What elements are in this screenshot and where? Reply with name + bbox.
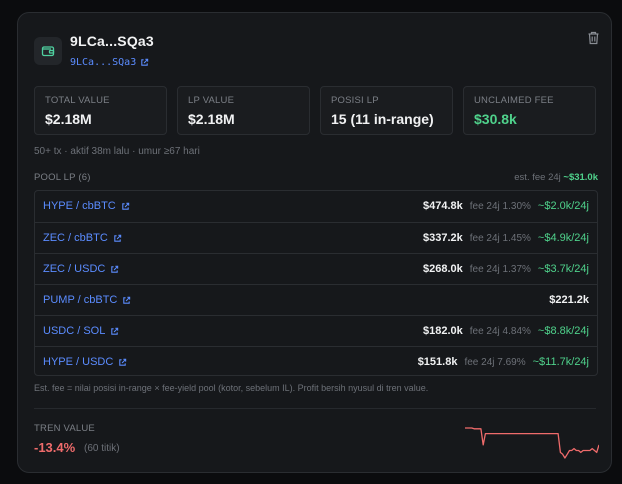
- pool-est: ~$4.9k/24j: [537, 232, 589, 244]
- pool-amount: $474.8k: [422, 200, 463, 212]
- pool-pair-label: ZEC / cbBTC: [43, 232, 108, 244]
- pool-amount: $182.0k: [422, 325, 463, 337]
- trend-value: -13.4%: [34, 440, 76, 455]
- pool-fee: fee 24j 4.84%: [469, 326, 531, 337]
- pool-list: HYPE / cbBTC $474.8k fee 24j 1.30% ~$2.0…: [34, 190, 598, 376]
- wallet-card: 9LCa...SQa3 9LCa...SQa3 TOTAL VALUE $2.1…: [17, 12, 612, 473]
- wallet-icon: [34, 37, 62, 65]
- pool-fee: fee 24j 7.69%: [464, 357, 526, 368]
- pool-row: HYPE / USDC $151.8k fee 24j 7.69% ~$11.7…: [35, 346, 597, 377]
- pool-row: USDC / SOL $182.0k fee 24j 4.84% ~$8.8k/…: [35, 315, 597, 346]
- pool-amount: $337.2k: [422, 232, 463, 244]
- pool-amount: $268.0k: [422, 263, 463, 275]
- external-link-icon: [114, 234, 121, 242]
- external-link-icon: [119, 358, 127, 366]
- pool-est: ~$3.7k/24j: [537, 263, 589, 275]
- external-link-icon: [141, 58, 149, 66]
- trend-label: TREN VALUE: [34, 423, 95, 434]
- stat-label: UNCLAIMED FEE: [474, 95, 554, 106]
- pool-est: ~$2.0k/24j: [537, 200, 589, 212]
- pool-pair-link[interactable]: USDC / SOL: [43, 325, 119, 337]
- stat-posisi-lp: POSISI LP 15 (11 in-range): [320, 86, 453, 135]
- stat-value: $30.8k: [474, 111, 517, 127]
- pool-pair-link[interactable]: ZEC / USDC: [43, 263, 119, 275]
- pool-fee: fee 24j 1.30%: [469, 201, 531, 212]
- stat-label: LP VALUE: [188, 95, 235, 106]
- stat-label: TOTAL VALUE: [45, 95, 110, 106]
- stat-value: $2.18M: [45, 111, 92, 127]
- pool-row-values: $268.0k fee 24j 1.37% ~$3.7k/24j: [423, 263, 589, 275]
- pool-est-label: est. fee 24j: [514, 172, 561, 183]
- pool-est: ~$8.8k/24j: [537, 325, 589, 337]
- pool-fee: fee 24j 1.37%: [469, 264, 531, 275]
- pool-pair-label: PUMP / cbBTC: [43, 294, 118, 306]
- pool-row-values: $182.0k fee 24j 4.84% ~$8.8k/24j: [423, 325, 589, 337]
- stats-row: TOTAL VALUE $2.18M LP VALUE $2.18M POSIS…: [34, 86, 598, 136]
- stat-label: POSISI LP: [331, 95, 379, 106]
- pool-pair-link[interactable]: PUMP / cbBTC: [43, 294, 131, 306]
- stat-lp-value: LP VALUE $2.18M: [177, 86, 310, 135]
- pool-est-fee: est. fee 24j ~$31.0k: [514, 172, 598, 183]
- trash-icon[interactable]: [587, 31, 600, 50]
- pool-pair-link[interactable]: HYPE / cbBTC: [43, 200, 130, 212]
- pool-row: ZEC / cbBTC $337.2k fee 24j 1.45% ~$4.9k…: [35, 222, 597, 253]
- pool-fee: fee 24j 1.45%: [469, 233, 531, 244]
- stat-total-value: TOTAL VALUE $2.18M: [34, 86, 167, 135]
- pool-row-values: $221.2k: [549, 294, 589, 306]
- trend-points: (60 titik): [84, 443, 120, 454]
- pool-pair-label: HYPE / cbBTC: [43, 200, 116, 212]
- pool-amount: $151.8k: [417, 356, 458, 368]
- stat-unclaimed-fee: UNCLAIMED FEE $30.8k: [463, 86, 596, 135]
- stat-value: 15 (11 in-range): [331, 111, 434, 127]
- divider: [34, 408, 596, 409]
- pool-row-values: $337.2k fee 24j 1.45% ~$4.9k/24j: [423, 232, 589, 244]
- wallet-header: 9LCa...SQa3 9LCa...SQa3: [34, 31, 599, 73]
- pool-pair-label: USDC / SOL: [43, 325, 106, 337]
- stat-value: $2.18M: [188, 111, 235, 127]
- pool-header: POOL LP (6) est. fee 24j ~$31.0k: [34, 172, 598, 186]
- pool-pair-link[interactable]: HYPE / USDC: [43, 356, 127, 368]
- pool-pair-link[interactable]: ZEC / cbBTC: [43, 232, 122, 244]
- pool-amount: $221.2k: [549, 294, 589, 306]
- pool-pair-label: ZEC / USDC: [43, 263, 106, 275]
- external-link-icon: [111, 327, 119, 335]
- external-link-icon: [122, 202, 129, 210]
- pool-pair-label: HYPE / USDC: [43, 356, 114, 368]
- external-link-icon: [111, 265, 119, 273]
- pool-row-values: $474.8k fee 24j 1.30% ~$2.0k/24j: [423, 200, 589, 212]
- wallet-address-link[interactable]: 9LCa...SQa3: [70, 57, 149, 68]
- pool-row: HYPE / cbBTC $474.8k fee 24j 1.30% ~$2.0…: [35, 191, 597, 222]
- external-link-icon: [123, 296, 131, 304]
- pool-row: ZEC / USDC $268.0k fee 24j 1.37% ~$3.7k/…: [35, 253, 597, 284]
- pool-title: POOL LP (6): [34, 172, 91, 183]
- pool-row: PUMP / cbBTC $221.2k: [35, 284, 597, 315]
- trend-sparkline: [465, 427, 599, 459]
- pool-est: ~$11.7k/24j: [532, 356, 589, 368]
- wallet-address-text: 9LCa...SQa3: [70, 57, 137, 68]
- pool-row-values: $151.8k fee 24j 7.69% ~$11.7k/24j: [418, 356, 589, 368]
- pool-est-value: ~$31.0k: [563, 172, 598, 183]
- wallet-title: 9LCa...SQa3: [70, 33, 154, 49]
- fee-footnote: Est. fee = nilai posisi in-range × fee-y…: [34, 383, 429, 393]
- sparkline-path: [465, 427, 599, 459]
- wallet-activity-meta: 50+ tx · aktif 38m lalu · umur ≥67 hari: [34, 146, 200, 157]
